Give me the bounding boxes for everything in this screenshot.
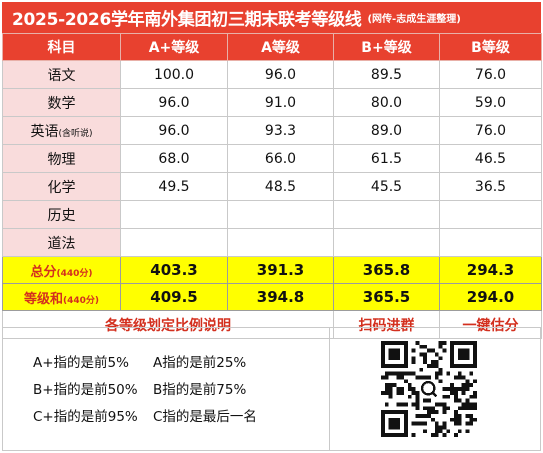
grade-cell: 409.5 (120, 283, 228, 311)
grade-cell: 403.3 (120, 256, 228, 284)
grade-table: 科目 A+等级 A等级 B+等级 B等级 语文 100.0 96.0 89.5 76.0… (2, 33, 542, 339)
legend-row: A+指的是前5% A指的是前25% (33, 350, 257, 377)
subject-name-cell: 道法 (2, 228, 121, 257)
grade-cell (120, 228, 228, 257)
grade-cell: 66.0 (227, 144, 334, 173)
subject-name-cell: 化学 (2, 172, 121, 201)
grade-cell (227, 200, 334, 229)
grade-cell: 365.8 (333, 256, 440, 284)
grade-cell: 76.0 (439, 116, 542, 145)
subject-name-cell: 总分(440分) (2, 256, 121, 284)
title-bar: 2025-2026学年南外集团初三期末联考等级线 (网传-志成生涯整理) (2, 2, 541, 33)
total-row: 总分(440分) 403.3 391.3 365.8 294.3 (2, 256, 542, 284)
grade-cell: 96.0 (227, 60, 334, 89)
grade-cell: 49.5 (120, 172, 228, 201)
header-cell: A+等级 (120, 33, 228, 61)
grade-cell (439, 228, 542, 257)
subject-name-cell: 历史 (2, 200, 121, 229)
subject-name-cell: 物理 (2, 144, 121, 173)
grade-cell: 61.5 (333, 144, 440, 173)
grade-cell: 48.5 (227, 172, 334, 201)
ratio-explanation-link[interactable]: 各等级划定比例说明 (2, 310, 334, 339)
subject-name: 道法 (47, 235, 76, 252)
qr-code-icon[interactable] (381, 341, 477, 437)
grade-cell: 294.0 (439, 283, 542, 311)
grade-cell: 96.0 (120, 116, 228, 145)
grade-cell: 45.5 (333, 172, 440, 201)
grade-cell: 59.0 (439, 88, 542, 117)
grade-cell: 365.5 (333, 283, 440, 311)
subject-name-cell: 语文 (2, 60, 121, 89)
subject-row: 物理 68.0 66.0 61.5 46.5 (2, 144, 542, 173)
legend-item: B指的是前75% (153, 382, 247, 398)
legend-item: A+指的是前5% (33, 355, 129, 371)
grade-cell: 89.0 (333, 116, 440, 145)
subject-name-cell: 数学 (2, 88, 121, 117)
subject-note: (440分) (63, 295, 100, 306)
table-header-row: 科目 A+等级 A等级 B+等级 B等级 (2, 33, 542, 61)
ratio-legend: A+指的是前5% A指的是前25% B+指的是前50% B指的是前75% C+指的是前9… (33, 350, 257, 431)
subject-row: 数学 96.0 91.0 80.0 59.0 (2, 88, 542, 117)
header-cell: 科目 (2, 33, 121, 61)
legend-item: A指的是前25% (153, 355, 247, 371)
legend-row: C+指的是前95% C指的是最后一名 (33, 404, 257, 431)
ratio-section: A+指的是前5% A指的是前25% B+指的是前50% B指的是前75% C+指的是前9… (2, 327, 541, 451)
header-cell: B+等级 (333, 33, 440, 61)
grade-cell: 93.3 (227, 116, 334, 145)
grade-cell (333, 228, 440, 257)
grade-cell: 68.0 (120, 144, 228, 173)
subject-name: 数学 (47, 95, 76, 112)
subject-name-cell: 英语(含听说) (2, 116, 121, 145)
grade-cell (439, 200, 542, 229)
subject-row: 历史 (2, 200, 542, 229)
page-title: 2025-2026学年南外集团初三期末联考等级线 (12, 10, 362, 30)
subject-name: 等级和 (23, 291, 63, 307)
grade-cell (227, 228, 334, 257)
divider (329, 328, 330, 450)
subject-row: 英语(含听说) 96.0 93.3 89.0 76.0 (2, 116, 542, 145)
grade-cell: 96.0 (120, 88, 228, 117)
grade-cell: 76.0 (439, 60, 542, 89)
subject-note: (含听说) (58, 128, 93, 139)
subject-row: 道法 (2, 228, 542, 257)
total-row: 等级和(440分) 409.5 394.8 365.5 294.0 (2, 283, 542, 311)
subject-name: 英语 (30, 123, 59, 140)
grade-cell: 100.0 (120, 60, 228, 89)
subject-row: 化学 49.5 48.5 45.5 36.5 (2, 172, 542, 201)
grade-cell: 36.5 (439, 172, 542, 201)
subject-name: 语文 (47, 67, 76, 84)
grade-cell: 80.0 (333, 88, 440, 117)
grade-cell: 394.8 (227, 283, 334, 311)
links-row: 各等级划定比例说明 扫码进群 一键估分 (2, 310, 542, 339)
grade-cell: 391.3 (227, 256, 334, 284)
subject-name-cell: 等级和(440分) (2, 283, 121, 311)
legend-item: C+指的是前95% (33, 409, 138, 425)
grade-cell: 91.0 (227, 88, 334, 117)
subject-name: 历史 (47, 207, 76, 224)
grade-cell: 89.5 (333, 60, 440, 89)
subject-row: 语文 100.0 96.0 89.5 76.0 (2, 60, 542, 89)
subject-name: 总分 (30, 264, 57, 280)
subject-note: (440分) (56, 268, 93, 279)
header-cell: B等级 (439, 33, 542, 61)
subject-name: 物理 (47, 151, 76, 168)
grade-cell (333, 200, 440, 229)
grade-cell: 46.5 (439, 144, 542, 173)
legend-row: B+指的是前50% B指的是前75% (33, 377, 257, 404)
legend-item: C指的是最后一名 (153, 409, 257, 425)
page-subtitle: (网传-志成生涯整理) (367, 14, 461, 25)
estimate-score-link[interactable]: 一键估分 (439, 310, 542, 339)
grade-table-body: 科目 A+等级 A等级 B+等级 B等级 语文 100.0 96.0 89.5 76.0… (2, 33, 542, 339)
grade-cell: 294.3 (439, 256, 542, 284)
subject-name: 化学 (47, 179, 76, 196)
legend-item: B+指的是前50% (33, 382, 138, 398)
grade-cell (120, 200, 228, 229)
header-cell: A等级 (227, 33, 334, 61)
